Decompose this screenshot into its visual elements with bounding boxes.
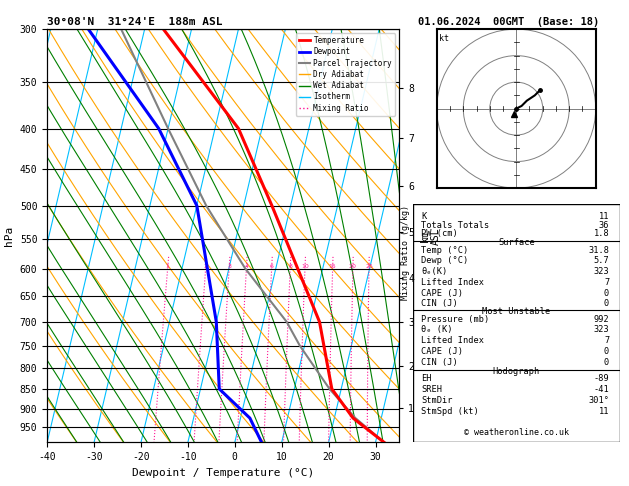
Text: 2: 2 (204, 263, 208, 269)
Text: K: K (421, 212, 426, 221)
Text: Hodograph: Hodograph (493, 367, 540, 376)
Text: 323: 323 (594, 267, 610, 276)
Y-axis label: km
ASL: km ASL (420, 227, 441, 244)
Text: 25: 25 (365, 263, 373, 269)
Text: Dewp (°C): Dewp (°C) (421, 257, 469, 265)
Text: 0: 0 (604, 289, 610, 297)
Text: 1.8: 1.8 (594, 229, 610, 238)
Text: 0: 0 (604, 299, 610, 308)
Text: Surface: Surface (498, 238, 535, 247)
Text: -89: -89 (594, 374, 610, 383)
Text: 0: 0 (604, 347, 610, 356)
Text: CIN (J): CIN (J) (421, 358, 458, 366)
Text: 7: 7 (604, 278, 610, 287)
Text: 30°08'N  31°24'E  188m ASL: 30°08'N 31°24'E 188m ASL (47, 17, 223, 27)
Text: SREH: SREH (421, 385, 442, 394)
Text: 301°: 301° (588, 396, 610, 405)
Text: Lifted Index: Lifted Index (421, 336, 484, 345)
Text: 6: 6 (270, 263, 274, 269)
Text: Totals Totals: Totals Totals (421, 221, 489, 229)
Text: 10: 10 (301, 263, 309, 269)
Text: 323: 323 (594, 326, 610, 334)
X-axis label: Dewpoint / Temperature (°C): Dewpoint / Temperature (°C) (132, 468, 314, 478)
Text: © weatheronline.co.uk: © weatheronline.co.uk (464, 429, 569, 437)
Text: 11: 11 (599, 406, 610, 416)
Text: 992: 992 (594, 315, 610, 324)
Text: Pressure (mb): Pressure (mb) (421, 315, 489, 324)
Text: StmDir: StmDir (421, 396, 453, 405)
Text: CAPE (J): CAPE (J) (421, 347, 463, 356)
Text: 4: 4 (245, 263, 248, 269)
Text: 31.8: 31.8 (588, 245, 610, 255)
Text: Most Unstable: Most Unstable (482, 307, 550, 316)
Text: CIN (J): CIN (J) (421, 299, 458, 308)
Text: θₑ (K): θₑ (K) (421, 326, 453, 334)
Text: CAPE (J): CAPE (J) (421, 289, 463, 297)
Text: Mixing Ratio (g/kg): Mixing Ratio (g/kg) (401, 205, 410, 300)
Text: 5.7: 5.7 (594, 257, 610, 265)
Legend: Temperature, Dewpoint, Parcel Trajectory, Dry Adiabat, Wet Adiabat, Isotherm, Mi: Temperature, Dewpoint, Parcel Trajectory… (296, 33, 395, 116)
Text: Lifted Index: Lifted Index (421, 278, 484, 287)
Text: 3: 3 (227, 263, 231, 269)
Text: 15: 15 (329, 263, 337, 269)
Y-axis label: hPa: hPa (4, 226, 14, 246)
Text: 8: 8 (288, 263, 292, 269)
Text: 01.06.2024  00GMT  (Base: 18): 01.06.2024 00GMT (Base: 18) (418, 17, 599, 27)
Text: kt: kt (440, 35, 450, 43)
Text: EH: EH (421, 374, 431, 383)
Text: θₑ(K): θₑ(K) (421, 267, 447, 276)
Text: 36: 36 (599, 221, 610, 229)
Text: 20: 20 (349, 263, 357, 269)
Text: 0: 0 (604, 358, 610, 366)
Text: Temp (°C): Temp (°C) (421, 245, 469, 255)
Text: -41: -41 (594, 385, 610, 394)
Text: 1: 1 (165, 263, 170, 269)
Text: PW (cm): PW (cm) (421, 229, 458, 238)
Text: 11: 11 (599, 212, 610, 221)
Text: 7: 7 (604, 336, 610, 345)
Text: StmSpd (kt): StmSpd (kt) (421, 406, 479, 416)
